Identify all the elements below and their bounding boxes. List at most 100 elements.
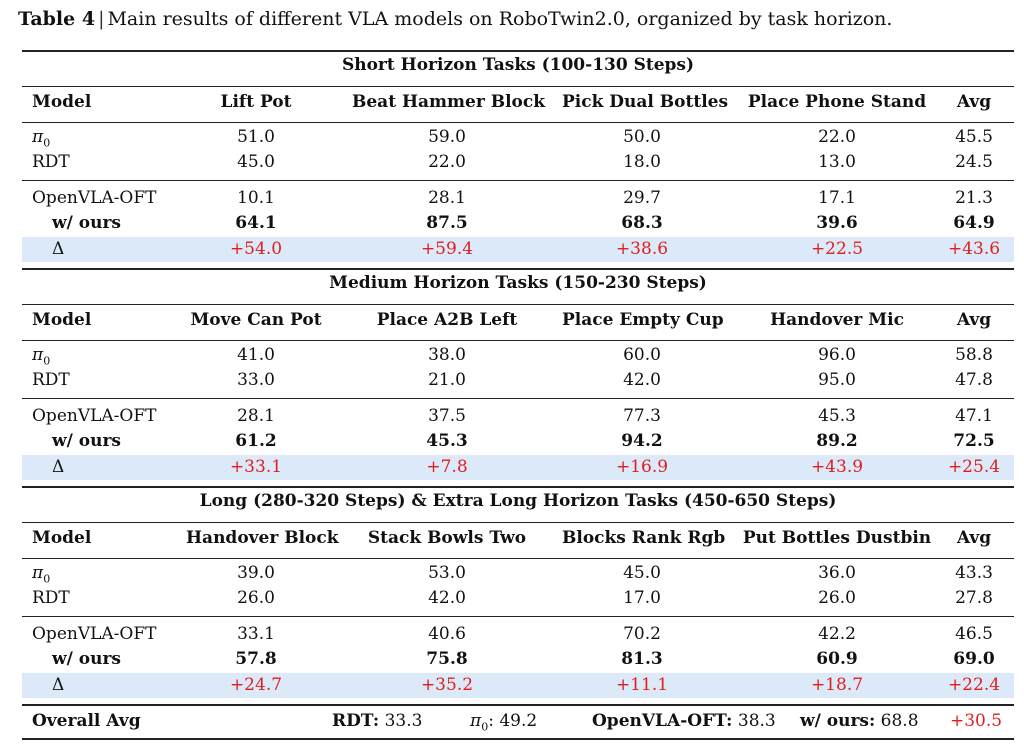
column-header-model: Model xyxy=(32,528,92,548)
cell-value: 26.0 xyxy=(818,588,856,608)
overall-rdt-label: RDT: xyxy=(332,711,380,731)
column-header: Put Bottles Dustbin xyxy=(742,528,932,548)
column-header: Place Empty Cup xyxy=(562,310,724,330)
cell-value: 77.3 xyxy=(623,406,661,426)
row-label-ours: w/ ours xyxy=(52,431,121,451)
caption-text: Main results of different VLA models on … xyxy=(107,8,893,30)
row-label-openvla: OpenVLA-OFT xyxy=(32,188,157,208)
cell-value: 64.9 xyxy=(953,213,995,233)
cell-value: 43.3 xyxy=(955,563,993,583)
cell-value: 24.5 xyxy=(955,152,993,172)
column-header: Lift Pot xyxy=(220,92,292,112)
delta-value: +43.6 xyxy=(947,239,1001,259)
cell-value: 10.1 xyxy=(237,188,275,208)
delta-value: +25.4 xyxy=(947,457,1001,477)
column-header: Move Can Pot xyxy=(190,310,322,330)
cell-value: 45.0 xyxy=(623,563,661,583)
delta-value: +22.4 xyxy=(947,675,1001,695)
delta-value: +22.5 xyxy=(810,239,864,259)
column-header: Blocks Rank Rgb xyxy=(562,528,726,548)
section-title: Medium Horizon Tasks (150-230 Steps) xyxy=(329,273,707,293)
delta-value: +7.8 xyxy=(426,457,468,477)
cell-value: 28.1 xyxy=(237,406,275,426)
cell-value: 68.3 xyxy=(621,213,663,233)
cell-value: 26.0 xyxy=(237,588,275,608)
row-label-ours: w/ ours xyxy=(52,213,121,233)
table-row: RDT 26.0 42.0 17.0 26.0 27.8 xyxy=(22,586,1014,611)
table-row: w/ ours 61.2 45.3 94.2 89.2 72.5 xyxy=(22,429,1014,454)
row-label-pi0: π0 xyxy=(32,563,51,586)
header-row: Model Lift Pot Beat Hammer Block Pick Dual … xyxy=(22,90,1014,115)
table-row: w/ ours 57.8 75.8 81.3 60.9 69.0 xyxy=(22,647,1014,672)
table-caption: Table 4 | Main results of different VLA mo… xyxy=(18,4,892,34)
column-header: Avg xyxy=(956,310,992,330)
header-rule xyxy=(22,122,1014,123)
cell-value: 22.0 xyxy=(428,152,466,172)
delta-value: +18.7 xyxy=(810,675,864,695)
delta-value: +11.1 xyxy=(615,675,669,695)
caption-separator: | xyxy=(98,8,105,30)
caption-label: Table 4 xyxy=(18,8,96,30)
cell-value: 58.8 xyxy=(955,345,993,365)
header-rule xyxy=(22,340,1014,341)
column-header: Handover Block xyxy=(186,528,339,548)
column-header: Avg xyxy=(956,92,992,112)
cell-value: 42.2 xyxy=(818,624,856,644)
row-label-openvla: OpenVLA-OFT xyxy=(32,406,157,426)
cell-value: 87.5 xyxy=(426,213,468,233)
row-label-pi0: π0 xyxy=(32,345,51,368)
table-bottom-rule xyxy=(22,738,1014,740)
column-header: Place A2B Left xyxy=(376,310,518,330)
section-top-rule xyxy=(22,268,1014,270)
header-rule xyxy=(22,558,1014,559)
cell-value: 72.5 xyxy=(953,431,995,451)
cell-value: 17.0 xyxy=(623,588,661,608)
column-header: Beat Hammer Block xyxy=(352,92,546,112)
delta-value: +16.9 xyxy=(615,457,669,477)
overall-ours-label: w/ ours: xyxy=(800,711,876,731)
cell-value: 81.3 xyxy=(621,649,663,669)
row-label-rdt: RDT xyxy=(32,370,70,390)
cell-value: 21.0 xyxy=(428,370,466,390)
cell-value: 69.0 xyxy=(953,649,995,669)
cell-value: 57.8 xyxy=(235,649,277,669)
column-header: Handover Mic xyxy=(770,310,904,330)
column-header: Place Phone Stand xyxy=(747,92,927,112)
cell-value: 41.0 xyxy=(237,345,275,365)
section-title: Long (280-320 Steps) & Extra Long Horizo… xyxy=(199,491,837,511)
delta-row: Δ +33.1 +7.8 +16.9 +43.9 +25.4 xyxy=(22,455,1014,480)
row-label-openvla: OpenVLA-OFT xyxy=(32,624,157,644)
overall-pi-label: π0 xyxy=(470,711,489,734)
row-label-rdt: RDT xyxy=(32,152,70,172)
cell-value: 27.8 xyxy=(955,588,993,608)
table-row: OpenVLA-OFT 33.1 40.6 70.2 42.2 46.5 xyxy=(22,622,1014,647)
column-header: Stack Bowls Two xyxy=(367,528,527,548)
overall-label: Overall Avg xyxy=(32,711,141,731)
cell-value: 13.0 xyxy=(818,152,856,172)
cell-value: 39.6 xyxy=(816,213,858,233)
row-label-rdt: RDT xyxy=(32,588,70,608)
cell-value: 29.7 xyxy=(623,188,661,208)
overall-openvla-value: 38.3 xyxy=(737,711,776,731)
cell-value: 42.0 xyxy=(428,588,466,608)
overall-pi-value: 49.2 xyxy=(499,711,538,731)
column-header-model: Model xyxy=(32,92,92,112)
column-header: Pick Dual Bottles xyxy=(562,92,729,112)
delta-row: Δ +24.7 +35.2 +11.1 +18.7 +22.4 xyxy=(22,673,1014,698)
cell-value: 75.8 xyxy=(426,649,468,669)
cell-value: 95.0 xyxy=(818,370,856,390)
header-row: Model Handover Block Stack Bowls Two Blocks… xyxy=(22,526,1014,551)
delta-row: Δ +54.0 +59.4 +38.6 +22.5 +43.6 xyxy=(22,237,1014,262)
delta-value: +59.4 xyxy=(420,239,474,259)
cell-value: 21.3 xyxy=(955,188,993,208)
section-title: Short Horizon Tasks (100-130 Steps) xyxy=(341,55,695,75)
cell-value: 33.1 xyxy=(237,624,275,644)
cell-value: 60.0 xyxy=(623,345,661,365)
overall-delta-value: +30.5 xyxy=(950,711,1003,731)
cell-value: 37.5 xyxy=(428,406,466,426)
section-title-rule xyxy=(22,86,1014,87)
section-title-rule xyxy=(22,522,1014,523)
cell-value: 96.0 xyxy=(818,345,856,365)
table-row: π0 51.0 59.0 50.0 22.0 45.5 xyxy=(22,125,1014,150)
